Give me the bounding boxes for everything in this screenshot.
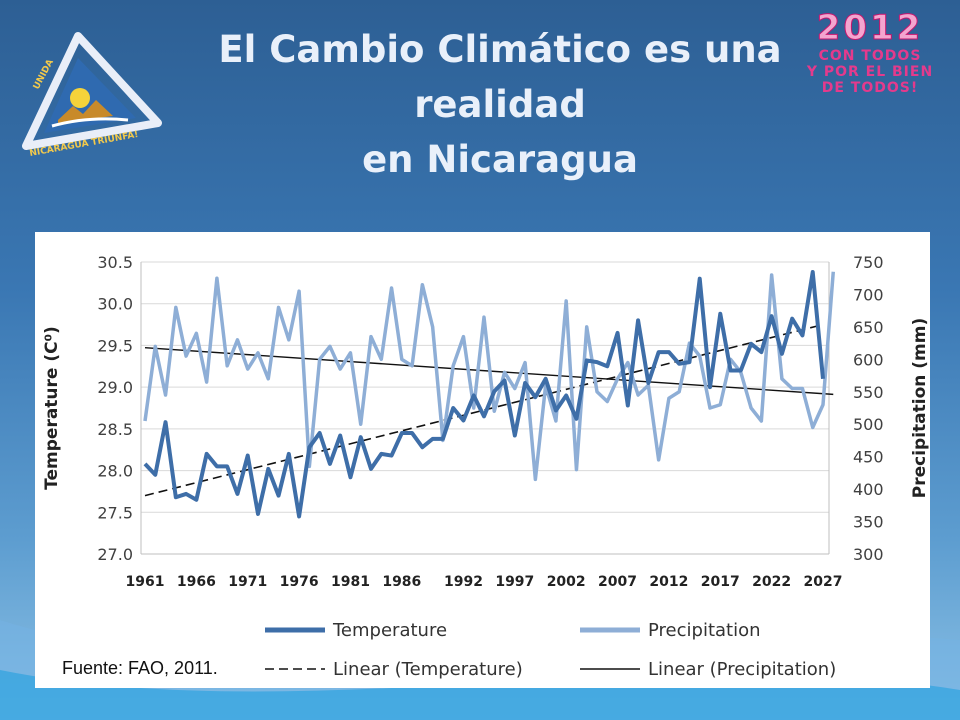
x-tick-label: 1986: [382, 574, 421, 590]
x-tick-label: 1992: [444, 574, 483, 590]
precipitation-line: [143, 271, 836, 482]
logo-right-line-3: DE TODOS!: [821, 80, 919, 96]
y2-tick-label: 500: [853, 415, 884, 434]
x-tick-label: 1976: [280, 574, 319, 590]
x-tick-label: 2012: [649, 574, 688, 590]
logo-right-line-2: Y POR EL BIEN: [806, 64, 934, 80]
y-tick-label: 27.0: [97, 545, 133, 564]
x-tick-label: 2007: [598, 574, 637, 590]
y2-tick-label: 550: [853, 383, 884, 402]
x-tick-label: 1997: [495, 574, 534, 590]
legend-label-linear-precipitation: Linear (Precipitation): [648, 659, 836, 680]
y2-tick-label: 750: [853, 253, 884, 272]
y-tick-label: 29.0: [97, 378, 133, 397]
x-tick-label: 1961: [126, 574, 165, 590]
y-tick-label: 28.0: [97, 462, 133, 481]
source-note: Fuente: FAO, 2011.: [60, 658, 220, 679]
x-tick-label: 1981: [331, 574, 370, 590]
y2-tick-label: 650: [853, 318, 884, 337]
y2-tick-label: 400: [853, 480, 884, 499]
legend-label-precipitation: Precipitation: [648, 620, 761, 641]
climate-chart: 27.0 27.5 28.0 28.5 29.0 29.5 30.0 30.5 300 350 40…: [42, 253, 930, 680]
slide-title: El Cambio Climático es una realidad en N…: [190, 22, 810, 187]
2012-logo: 2012 CON TODOS Y POR EL BIEN DE TODOS!: [790, 8, 950, 108]
x-tick-label: 2027: [804, 574, 843, 590]
legend-label-temperature: Temperature: [332, 620, 447, 641]
y2-tick-label: 350: [853, 513, 884, 532]
y2-axis-title: Precipitation (mm): [910, 318, 930, 499]
y-tick-label: 27.5: [97, 503, 133, 522]
y2-tick-label: 450: [853, 448, 884, 467]
temperature-line: [143, 270, 825, 519]
chart-panel: 27.0 27.5 28.0 28.5 29.0 29.5 30.0 30.5 300 350 40…: [35, 232, 930, 688]
legend-label-linear-temperature: Linear (Temperature): [333, 659, 523, 680]
y-tick-label: 28.5: [97, 420, 133, 439]
y-axis-title: Temperature (C⁰): [42, 326, 62, 490]
unida-nicaragua-triunfa-logo: UNIDA NICARAGUA TRIUNFA!: [22, 32, 162, 159]
title-line-2: realidad: [414, 83, 586, 126]
y2-tick-label: 700: [853, 285, 884, 304]
y2-tick-label: 600: [853, 350, 884, 369]
title-line-1: El Cambio Climático es una: [218, 28, 782, 71]
x-tick-label: 2017: [701, 574, 740, 590]
y-tick-label: 30.0: [97, 295, 133, 314]
logo-right-line-1: CON TODOS: [818, 48, 922, 64]
linear-temperature-line: [144, 323, 824, 497]
logo-right-year: 2012: [816, 8, 924, 49]
x-tick-label: 2002: [547, 574, 586, 590]
y-tick-label: 29.5: [97, 336, 133, 355]
x-tick-label: 1971: [228, 574, 267, 590]
title-line-3: en Nicaragua: [362, 138, 638, 181]
y-tick-label: 30.5: [97, 253, 133, 272]
y2-tick-label: 300: [853, 545, 884, 564]
x-tick-label: 1966: [177, 574, 216, 590]
x-tick-label: 2022: [752, 574, 791, 590]
